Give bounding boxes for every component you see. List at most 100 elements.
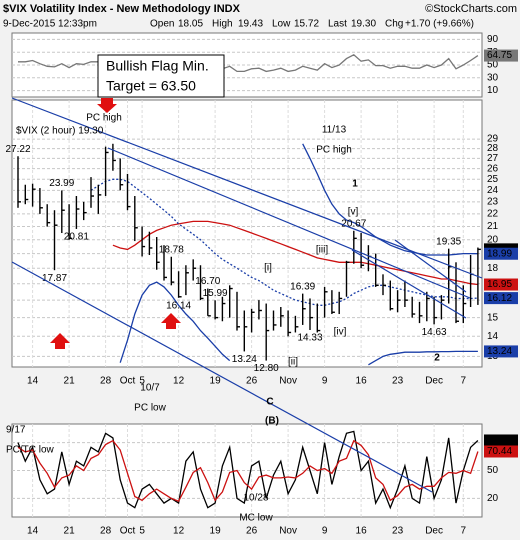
quote-value: 18.05	[178, 19, 203, 30]
y-tick-label: 24	[487, 185, 499, 196]
x-tick-label: 7	[461, 526, 467, 537]
arrow-down	[97, 98, 117, 113]
trend-line	[11, 261, 433, 493]
price-label: 16.14	[166, 300, 191, 311]
x-tick-label: Oct	[120, 376, 136, 387]
value-badge-label: 16.12	[487, 293, 512, 304]
note-text: Target = 63.50	[106, 78, 196, 94]
x-tick-label: Dec	[425, 376, 443, 387]
x-tick-label: 14	[27, 526, 39, 537]
annotation: 11/13	[322, 125, 347, 136]
value-badge	[484, 434, 518, 447]
arrow-up	[50, 333, 70, 349]
y-tick-label: 21	[487, 221, 499, 232]
x-tick-label: 9	[322, 376, 328, 387]
y-tick-label: 90	[487, 34, 499, 45]
x-tick-label: 12	[173, 526, 185, 537]
x-tick-label: Dec	[425, 526, 443, 537]
quote-label: Low	[272, 19, 291, 30]
series-line	[18, 54, 479, 73]
y-tick-label: 20	[487, 493, 499, 504]
quote-label: Last	[328, 19, 347, 30]
y-tick-label: 15	[487, 312, 499, 323]
x-tick-label: 28	[100, 526, 112, 537]
x-tick-label: Oct	[120, 526, 136, 537]
overlay-line	[119, 281, 478, 366]
x-tick-label: 14	[27, 376, 39, 387]
quote-label: High	[212, 19, 233, 30]
x-tick-label: 21	[64, 526, 76, 537]
plot-area: 103050709064.751314151617181920212223242…	[5, 32, 518, 537]
price-label: 12.80	[254, 363, 279, 374]
annotation: PC/TC low	[6, 445, 55, 456]
price-label: 16.70	[195, 276, 220, 287]
y-tick-label: 25	[487, 174, 499, 185]
annotation: [iii]	[316, 245, 328, 256]
annotation: 10/28	[243, 493, 268, 504]
annotation: [v]	[348, 207, 359, 218]
legend: $VIX (2 hour) 19.30	[16, 126, 104, 137]
annotation: 10/7	[140, 383, 160, 394]
value-badge	[484, 292, 518, 305]
x-tick-label: 16	[356, 526, 368, 537]
trend-line	[394, 239, 467, 293]
note-text: Bullish Flag Min.	[106, 58, 209, 74]
quote-value: +1.70 (+9.66%)	[405, 19, 474, 30]
arrow-up	[161, 313, 181, 329]
x-tick-label: 28	[100, 376, 112, 387]
y-tick-label: 20	[487, 234, 499, 245]
annotation: PC low	[134, 403, 166, 414]
price-label: 17.87	[42, 273, 67, 284]
overlay: $VIX Volatility Index - New Methodology …	[3, 3, 517, 524]
quote-label: Chg	[385, 19, 403, 30]
y-tick-label: 10	[487, 85, 499, 96]
x-tick-label: 19	[210, 526, 222, 537]
price-label: 27.22	[5, 144, 30, 155]
x-tick-label: Nov	[279, 376, 297, 387]
y-tick-label: 50	[487, 60, 499, 71]
date: 9-Dec-2015 12:33pm	[3, 19, 97, 30]
x-tick-label: 5	[139, 376, 145, 387]
x-tick-label: 12	[173, 376, 185, 387]
value-badge	[484, 49, 518, 62]
price-label: 15.99	[203, 288, 228, 299]
x-tick-label: 23	[392, 526, 404, 537]
overlay-line	[112, 220, 478, 286]
x-tick-label: 21	[64, 376, 76, 387]
value-badge	[484, 445, 518, 458]
value-badge-label: 70.44	[487, 446, 512, 457]
x-tick-label: 7	[461, 376, 467, 387]
annotation: 2	[434, 353, 440, 364]
x-tick-label: 26	[246, 526, 258, 537]
trend-line	[107, 147, 471, 299]
y-tick-label: 26	[487, 163, 499, 174]
value-badge-label: 18.99	[487, 248, 512, 259]
y-tick-label: 18	[487, 263, 499, 274]
annotation: [iv]	[334, 327, 347, 338]
price-label: 14.33	[297, 333, 322, 344]
value-badge-label: 16.95	[487, 279, 512, 290]
price-label: 18.78	[159, 244, 184, 255]
y-tick-label: 23	[487, 196, 499, 207]
quote-value: 19.30	[351, 19, 376, 30]
value-badge	[484, 278, 518, 291]
annotation: [ii]	[288, 357, 298, 368]
x-tick-label: 19	[210, 376, 222, 387]
y-tick-label: 30	[487, 72, 499, 83]
price-label: 19.35	[436, 236, 461, 247]
panel	[11, 99, 483, 368]
annotation: 1	[352, 179, 358, 190]
x-tick-label: 26	[246, 376, 258, 387]
price-label: 20.81	[64, 232, 89, 243]
series-line	[17, 430, 479, 510]
x-tick-label: 23	[392, 376, 404, 387]
annotation: PC high	[86, 113, 122, 124]
x-tick-label: 16	[356, 376, 368, 387]
annotation: 9/17	[6, 425, 26, 436]
annotation: (B)	[265, 416, 279, 427]
annotation: [i]	[264, 263, 272, 274]
trend-line	[11, 97, 483, 279]
y-tick-label: 14	[487, 331, 499, 342]
price-label: 14.63	[422, 327, 447, 338]
y-tick-label: 27	[487, 153, 499, 164]
